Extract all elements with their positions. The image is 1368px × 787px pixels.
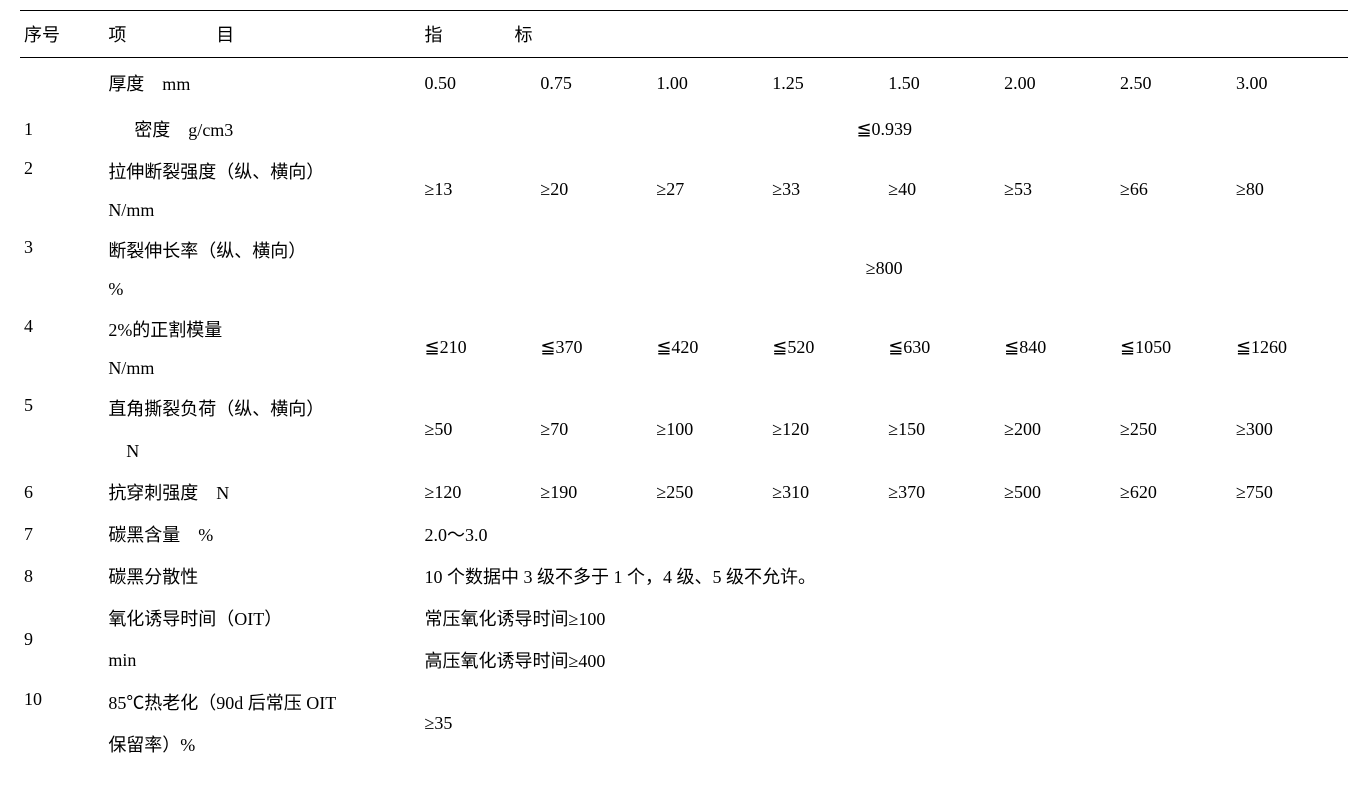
label-10b: 保留率）% xyxy=(104,723,420,765)
hdr-indicator: 指 标 xyxy=(421,11,1349,58)
th-v6: 2.50 xyxy=(1116,58,1232,109)
label-3b: % xyxy=(104,271,420,308)
r2-v2: ≥27 xyxy=(652,150,768,229)
row-10a: 10 85℃热老化（90d 后常压 OIT ≥35 xyxy=(20,681,1348,723)
r4-v2: ≦420 xyxy=(652,308,768,387)
row-2a: 2 拉伸断裂强度（纵、横向） ≥13 ≥20 ≥27 ≥33 ≥40 ≥53 ≥… xyxy=(20,150,1348,192)
row-5a: 5 直角撕裂负荷（纵、横向） ≥50 ≥70 ≥100 ≥120 ≥150 ≥2… xyxy=(20,387,1348,429)
label-3a: 断裂伸长率（纵、横向） xyxy=(104,229,420,271)
r6-v6: ≥620 xyxy=(1116,471,1232,513)
r6-v0: ≥120 xyxy=(421,471,537,513)
spec-table: 序号 项 目 指 标 厚度 mm 0.50 0.75 1.00 1.25 1.5… xyxy=(20,10,1348,765)
r4-v7: ≦1260 xyxy=(1232,308,1348,387)
r6-v7: ≥750 xyxy=(1232,471,1348,513)
r4-v6: ≦1050 xyxy=(1116,308,1232,387)
hdr-item: 项 目 xyxy=(104,11,420,58)
r5-v2: ≥100 xyxy=(652,387,768,471)
r4-v0: ≦210 xyxy=(421,308,537,387)
r2-v5: ≥53 xyxy=(1000,150,1116,229)
th-v2: 1.00 xyxy=(652,58,768,109)
label-6: 抗穿刺强度 N xyxy=(104,471,420,513)
r4-v3: ≦520 xyxy=(768,308,884,387)
val-7: 2.0～3.0 xyxy=(421,513,1349,555)
th-v0: 0.50 xyxy=(421,58,537,109)
label-5b: N xyxy=(104,429,420,471)
r5-v7: ≥300 xyxy=(1232,387,1348,471)
label-4a: 2%的正割模量 xyxy=(104,308,420,350)
val-9b: 高压氧化诱导时间≥400 xyxy=(421,639,1349,681)
label-7: 碳黑含量 % xyxy=(104,513,420,555)
label-2a: 拉伸断裂强度（纵、横向） xyxy=(104,150,420,192)
val-1: ≦0.939 xyxy=(421,108,1349,150)
val-3: ≥800 xyxy=(421,229,1349,308)
r4-v5: ≦840 xyxy=(1000,308,1116,387)
seq-7: 7 xyxy=(20,513,104,555)
val-9a: 常压氧化诱导时间≥100 xyxy=(421,597,1349,639)
row-9a: 9 氧化诱导时间（OIT） 常压氧化诱导时间≥100 xyxy=(20,597,1348,639)
r6-v2: ≥250 xyxy=(652,471,768,513)
label-8: 碳黑分散性 xyxy=(104,555,420,597)
row-7: 7 碳黑含量 % 2.0～3.0 xyxy=(20,513,1348,555)
label-9a: 氧化诱导时间（OIT） xyxy=(104,597,420,639)
seq-5: 5 xyxy=(20,387,104,471)
r2-v1: ≥20 xyxy=(536,150,652,229)
seq-8: 8 xyxy=(20,555,104,597)
r5-v3: ≥120 xyxy=(768,387,884,471)
r5-v4: ≥150 xyxy=(884,387,1000,471)
r6-v5: ≥500 xyxy=(1000,471,1116,513)
val-10: ≥35 xyxy=(421,681,1349,765)
row-9b: min 高压氧化诱导时间≥400 xyxy=(20,639,1348,681)
label-9b: min xyxy=(104,639,420,681)
seq-10: 10 xyxy=(20,681,104,765)
hdr-seq: 序号 xyxy=(20,11,104,58)
th-v4: 1.50 xyxy=(884,58,1000,109)
seq-1: 1 xyxy=(20,108,104,150)
r2-v3: ≥33 xyxy=(768,150,884,229)
empty-cell xyxy=(20,58,104,109)
row-1: 1 密度 g/cm3 ≦0.939 xyxy=(20,108,1348,150)
th-v7: 3.00 xyxy=(1232,58,1348,109)
row-8: 8 碳黑分散性 10 个数据中 3 级不多于 1 个，4 级、5 级不允许。 xyxy=(20,555,1348,597)
seq-2: 2 xyxy=(20,150,104,229)
r2-v7: ≥80 xyxy=(1232,150,1348,229)
seq-9: 9 xyxy=(20,597,104,681)
seq-4: 4 xyxy=(20,308,104,387)
thickness-label: 厚度 mm xyxy=(104,58,420,109)
r2-v4: ≥40 xyxy=(884,150,1000,229)
r5-v1: ≥70 xyxy=(536,387,652,471)
r6-v1: ≥190 xyxy=(536,471,652,513)
r5-v0: ≥50 xyxy=(421,387,537,471)
header-row: 序号 项 目 指 标 xyxy=(20,11,1348,58)
r4-v4: ≦630 xyxy=(884,308,1000,387)
th-v1: 0.75 xyxy=(536,58,652,109)
label-4b: N/mm xyxy=(104,350,420,387)
label-2b: N/mm xyxy=(104,192,420,229)
thickness-row: 厚度 mm 0.50 0.75 1.00 1.25 1.50 2.00 2.50… xyxy=(20,58,1348,109)
r4-v1: ≦370 xyxy=(536,308,652,387)
val-8: 10 个数据中 3 级不多于 1 个，4 级、5 级不允许。 xyxy=(421,555,1349,597)
r6-v3: ≥310 xyxy=(768,471,884,513)
label-1: 密度 g/cm3 xyxy=(104,108,420,150)
th-v5: 2.00 xyxy=(1000,58,1116,109)
label-5a: 直角撕裂负荷（纵、横向） xyxy=(104,387,420,429)
row-3a: 3 断裂伸长率（纵、横向） ≥800 xyxy=(20,229,1348,271)
r6-v4: ≥370 xyxy=(884,471,1000,513)
row-4a: 4 2%的正割模量 ≦210 ≦370 ≦420 ≦520 ≦630 ≦840 … xyxy=(20,308,1348,350)
r5-v5: ≥200 xyxy=(1000,387,1116,471)
label-10a: 85℃热老化（90d 后常压 OIT xyxy=(104,681,420,723)
seq-6: 6 xyxy=(20,471,104,513)
th-v3: 1.25 xyxy=(768,58,884,109)
seq-3: 3 xyxy=(20,229,104,308)
r5-v6: ≥250 xyxy=(1116,387,1232,471)
r2-v0: ≥13 xyxy=(421,150,537,229)
row-6: 6 抗穿刺强度 N ≥120 ≥190 ≥250 ≥310 ≥370 ≥500 … xyxy=(20,471,1348,513)
r2-v6: ≥66 xyxy=(1116,150,1232,229)
